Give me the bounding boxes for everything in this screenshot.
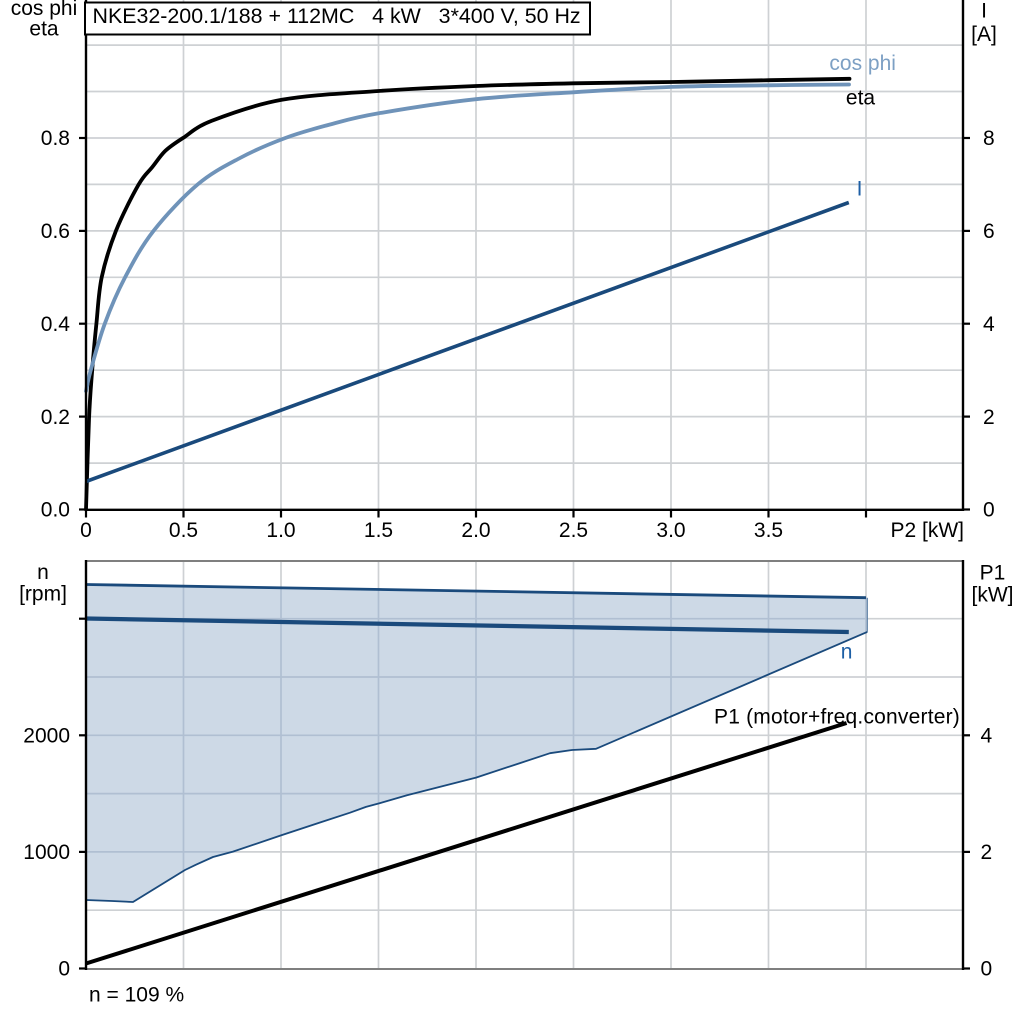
svg-text:2: 2 <box>983 406 995 429</box>
svg-text:0.2: 0.2 <box>41 406 70 429</box>
svg-text:cos phi: cos phi <box>11 0 78 20</box>
svg-text:1000: 1000 <box>23 841 70 864</box>
svg-text:0: 0 <box>58 958 70 981</box>
svg-text:2.0: 2.0 <box>461 519 490 542</box>
svg-text:0.6: 0.6 <box>41 220 70 243</box>
svg-text:I: I <box>857 178 863 201</box>
svg-text:n: n <box>37 561 49 584</box>
svg-text:n: n <box>841 641 853 664</box>
svg-text:eta: eta <box>29 18 59 41</box>
svg-text:3.0: 3.0 <box>656 519 685 542</box>
svg-text:P2 [kW]: P2 [kW] <box>890 519 964 542</box>
svg-text:0.4: 0.4 <box>41 313 71 336</box>
svg-text:I: I <box>981 0 987 23</box>
svg-text:0: 0 <box>981 958 993 981</box>
svg-text:[rpm]: [rpm] <box>19 583 67 606</box>
svg-text:cos phi: cos phi <box>829 52 896 75</box>
svg-text:2.5: 2.5 <box>559 519 588 542</box>
svg-text:2000: 2000 <box>23 725 70 748</box>
svg-text:6: 6 <box>983 220 995 243</box>
svg-text:0.0: 0.0 <box>41 499 70 522</box>
svg-text:P1 (motor+freq.converter): P1 (motor+freq.converter) <box>714 706 960 729</box>
svg-text:3.5: 3.5 <box>754 519 783 542</box>
svg-text:1.0: 1.0 <box>266 519 295 542</box>
svg-text:0.8: 0.8 <box>41 127 70 150</box>
svg-text:0: 0 <box>983 499 995 522</box>
svg-text:P1: P1 <box>980 562 1006 585</box>
svg-text:[kW]: [kW] <box>972 584 1014 607</box>
svg-text:NKE32-200.1/188 + 112MC 4 kW: NKE32-200.1/188 + 112MC 4 kW 3*400 V, 50… <box>93 4 581 28</box>
svg-text:8: 8 <box>983 127 995 150</box>
svg-text:0: 0 <box>80 519 92 542</box>
svg-text:eta: eta <box>846 87 876 110</box>
svg-text:n = 109 %: n = 109 % <box>89 984 184 1007</box>
svg-text:4: 4 <box>981 725 993 748</box>
svg-text:0.5: 0.5 <box>169 519 198 542</box>
svg-text:4: 4 <box>983 313 995 336</box>
svg-text:2: 2 <box>981 841 993 864</box>
svg-text:[A]: [A] <box>971 23 997 46</box>
svg-text:1.5: 1.5 <box>364 519 393 542</box>
